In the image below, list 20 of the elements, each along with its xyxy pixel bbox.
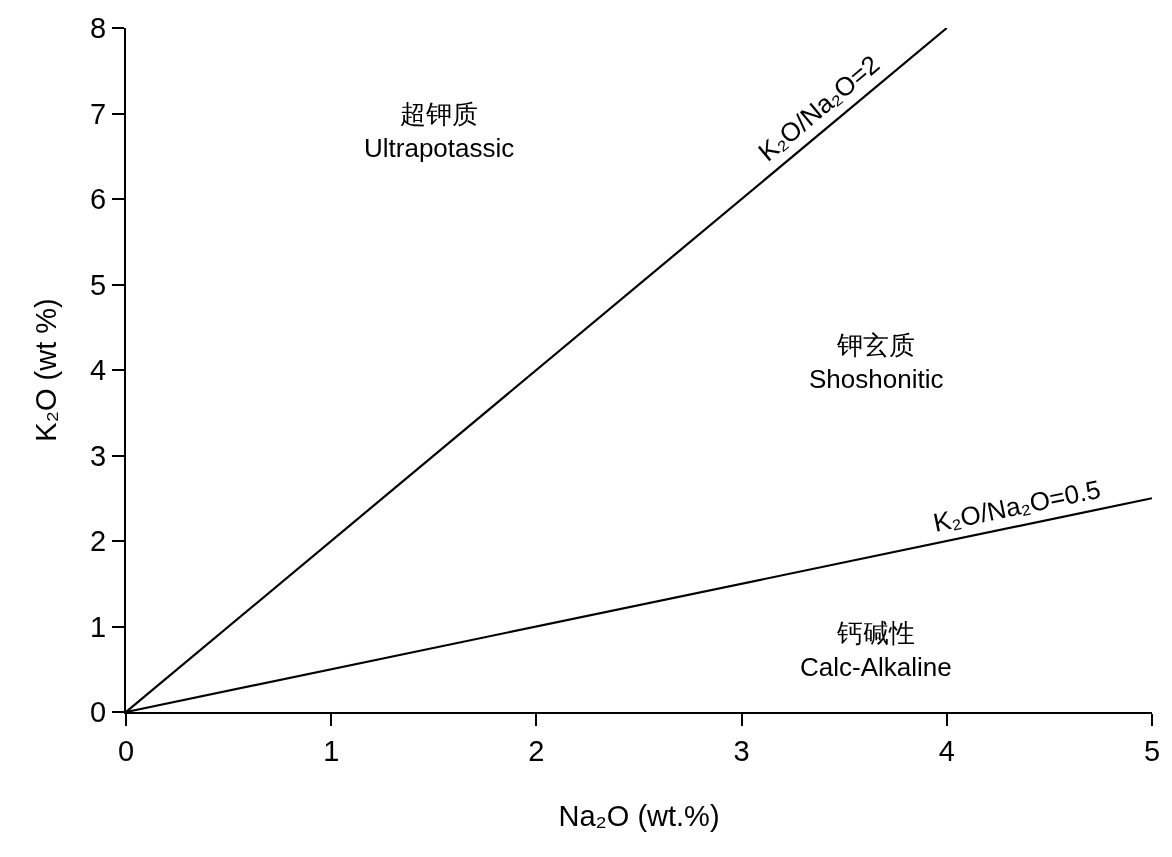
annotation: 钙碱性 Calc-Alkaline [800,618,952,682]
x-tick-label: 5 [1143,734,1161,767]
x-axis-title: Na₂O (wt.%) [558,800,720,833]
annotation: 钾玄质 Shoshonitic [809,330,944,394]
x-tick-label: 2 [528,734,545,767]
y-axis-title: K₂O (wt %) [29,298,62,442]
x-tick-label: 3 [733,734,750,767]
y-tick-label: 3 [90,439,107,472]
y-tick-label: 0 [90,696,107,729]
y-tick-label: 5 [90,268,107,301]
y-tick-label: 6 [90,183,107,216]
annotation: 超钾质 Ultrapotassic [364,99,515,163]
x-tick-label: 0 [117,734,135,767]
x-tick-label: 1 [323,734,340,767]
x-tick-label: 4 [938,734,955,767]
y-tick-label: 4 [90,354,107,387]
y-tick-label: 2 [90,525,107,558]
y-tick-label: 1 [90,610,107,643]
y-tick-label: 7 [90,97,107,130]
y-tick-label: 8 [90,12,107,45]
